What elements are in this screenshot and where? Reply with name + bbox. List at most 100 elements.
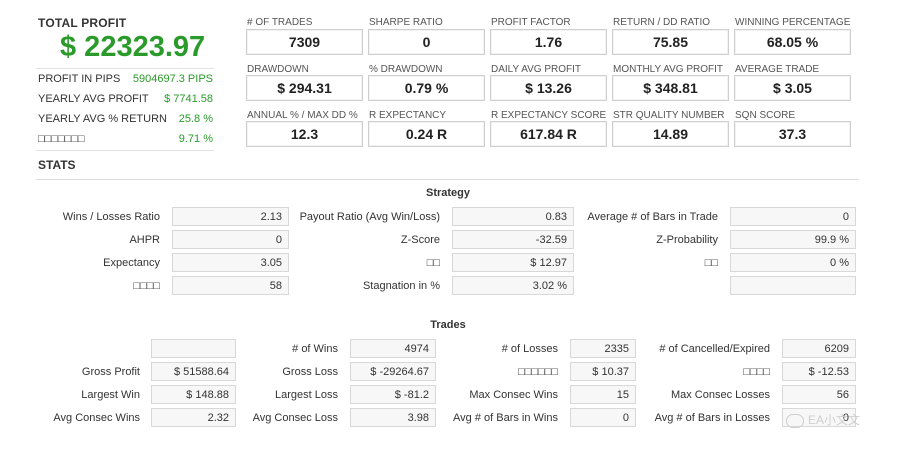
trade-label: Largest Loss bbox=[275, 389, 338, 401]
metric-label: DAILY AVG PROFIT bbox=[491, 64, 582, 75]
yearly-avg-profit-value: $ 7741.58 bbox=[164, 93, 213, 105]
profit-row-4-value: 9.71 % bbox=[178, 133, 213, 145]
stat-value: 0 bbox=[172, 230, 289, 249]
metric-label: SHARPE RATIO bbox=[369, 17, 443, 28]
total-profit-label: TOTAL PROFIT bbox=[38, 16, 127, 30]
stat-value: 58 bbox=[172, 276, 289, 295]
trade-value: 2335 bbox=[570, 339, 636, 358]
strategy-title: Strategy bbox=[425, 187, 471, 199]
metric-label: MONTHLY AVG PROFIT bbox=[613, 64, 724, 75]
trade-value: $ 148.88 bbox=[151, 385, 236, 404]
trade-label: Gross Loss bbox=[282, 366, 338, 378]
metric-label: PROFIT FACTOR bbox=[491, 17, 571, 28]
divider bbox=[36, 179, 859, 180]
stat-label: Average # of Bars in Trade bbox=[587, 211, 718, 223]
yearly-avg-return-value: 25.8 % bbox=[178, 113, 213, 125]
trade-value: 3.98 bbox=[350, 408, 436, 427]
metric-value: 0.24 R bbox=[368, 121, 485, 147]
metric-value: $ 348.81 bbox=[612, 75, 729, 101]
stat-value: 2.13 bbox=[172, 207, 289, 226]
metric-label: AVERAGE TRADE bbox=[735, 64, 820, 75]
stat-label: □□ bbox=[426, 257, 440, 269]
yearly-avg-profit-row: YEARLY AVG PROFIT $ 7741.58 bbox=[38, 91, 213, 109]
stat-label: AHPR bbox=[129, 234, 160, 246]
divider bbox=[36, 68, 214, 69]
trade-label: Avg # of Bars in Wins bbox=[453, 412, 558, 424]
watermark: EA小文文 bbox=[786, 411, 860, 428]
stat-value bbox=[730, 276, 856, 295]
profit-in-pips-label: PROFIT IN PIPS bbox=[38, 73, 121, 85]
metric-value: 12.3 bbox=[246, 121, 363, 147]
metric-value: 617.84 R bbox=[490, 121, 607, 147]
stat-label: Payout Ratio (Avg Win/Loss) bbox=[299, 211, 440, 223]
metric-value: 37.3 bbox=[734, 121, 851, 147]
stat-label: Z-Probability bbox=[656, 234, 718, 246]
metric-value: 68.05 % bbox=[734, 29, 851, 55]
chat-bubble-icon bbox=[786, 413, 804, 428]
stat-value: 0 bbox=[730, 207, 856, 226]
yearly-avg-return-label: YEARLY AVG % RETURN bbox=[38, 113, 167, 125]
stat-label: Wins / Losses Ratio bbox=[62, 211, 160, 223]
trade-label: Avg Consec Loss bbox=[252, 412, 338, 424]
profit-in-pips-value: 5904697.3 PIPS bbox=[132, 73, 213, 85]
trade-value bbox=[151, 339, 236, 358]
trade-label: Max Consec Wins bbox=[469, 389, 558, 401]
trade-value: $ 51588.64 bbox=[151, 362, 236, 381]
metric-label: STR QUALITY NUMBER bbox=[613, 110, 725, 121]
metric-label: % DRAWDOWN bbox=[369, 64, 443, 75]
metric-value: 75.85 bbox=[612, 29, 729, 55]
metric-label: R EXPECTANCY SCORE bbox=[491, 110, 607, 121]
metric-value: 0.79 % bbox=[368, 75, 485, 101]
profit-in-pips-row: PROFIT IN PIPS 5904697.3 PIPS bbox=[38, 71, 213, 89]
metric-label: RETURN / DD RATIO bbox=[613, 17, 711, 28]
trade-label: □□□□ bbox=[743, 366, 770, 378]
stat-label: Expectancy bbox=[103, 257, 160, 269]
stat-label: □□□□ bbox=[133, 280, 160, 292]
stat-label: Z-Score bbox=[400, 234, 440, 246]
trades-title: Trades bbox=[430, 319, 466, 331]
trade-label: Avg Consec Wins bbox=[53, 412, 140, 424]
trade-value: 6209 bbox=[782, 339, 856, 358]
stat-value: 3.02 % bbox=[452, 276, 574, 295]
stats-title: STATS bbox=[38, 158, 76, 172]
trade-label: # of Losses bbox=[501, 343, 558, 355]
stat-value: $ 12.97 bbox=[452, 253, 574, 272]
stat-value: 99.9 % bbox=[730, 230, 856, 249]
trade-value: $ -29264.67 bbox=[350, 362, 436, 381]
yearly-avg-return-row: YEARLY AVG % RETURN 25.8 % bbox=[38, 111, 213, 129]
stat-value: 0.83 bbox=[452, 207, 574, 226]
trade-label: # of Wins bbox=[292, 343, 338, 355]
stat-value: -32.59 bbox=[452, 230, 574, 249]
metric-label: DRAWDOWN bbox=[247, 64, 309, 75]
trade-value: 4974 bbox=[350, 339, 436, 358]
metric-value: 7309 bbox=[246, 29, 363, 55]
metric-label: SQN SCORE bbox=[735, 110, 796, 121]
stat-label: □□ bbox=[704, 257, 718, 269]
trade-value: 56 bbox=[782, 385, 856, 404]
trade-value: $ -12.53 bbox=[782, 362, 856, 381]
profit-row-4-label: □□□□□□□ bbox=[38, 133, 85, 145]
trade-label: # of Cancelled/Expired bbox=[659, 343, 770, 355]
trade-label: □□□□□□ bbox=[518, 366, 558, 378]
yearly-avg-profit-label: YEARLY AVG PROFIT bbox=[38, 93, 149, 105]
divider bbox=[36, 150, 214, 151]
stat-value: 0 % bbox=[730, 253, 856, 272]
stat-label: Stagnation in % bbox=[362, 280, 440, 292]
metric-value: $ 294.31 bbox=[246, 75, 363, 101]
total-profit-value: $ 22323.97 bbox=[60, 31, 206, 63]
trade-label: Gross Profit bbox=[81, 366, 140, 378]
trade-value: 15 bbox=[570, 385, 636, 404]
metric-value: $ 3.05 bbox=[734, 75, 851, 101]
stat-value: 3.05 bbox=[172, 253, 289, 272]
metric-label: ANNUAL % / MAX DD % bbox=[247, 110, 358, 121]
trade-value: $ 10.37 bbox=[570, 362, 636, 381]
trade-label: Max Consec Losses bbox=[670, 389, 770, 401]
watermark-text: EA小文文 bbox=[808, 413, 861, 427]
trade-value: 2.32 bbox=[151, 408, 236, 427]
trade-label: Largest Win bbox=[81, 389, 140, 401]
metric-label: # OF TRADES bbox=[247, 17, 313, 28]
metric-value: 0 bbox=[368, 29, 485, 55]
metric-label: WINNING PERCENTAGE bbox=[735, 17, 851, 28]
trade-label: Avg # of Bars in Losses bbox=[654, 412, 770, 424]
trade-value: $ -81.2 bbox=[350, 385, 436, 404]
